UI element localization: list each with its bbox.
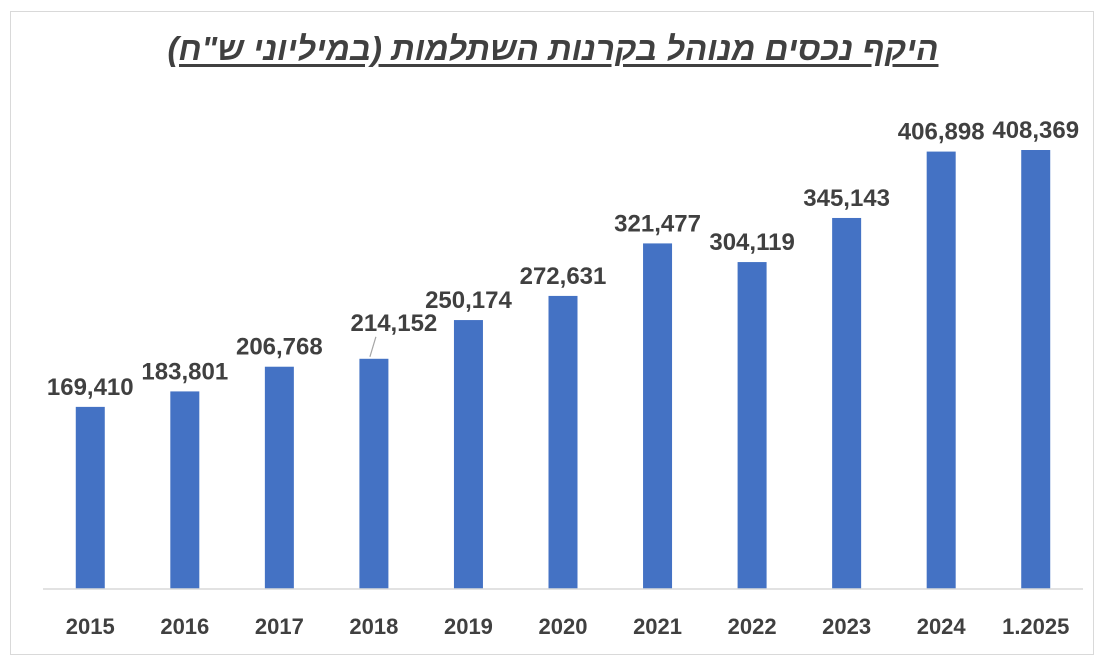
- x-tick-label-2022: 2022: [728, 614, 777, 639]
- data-label-1.2025: 408,369: [992, 117, 1079, 144]
- bar-2017: [264, 366, 294, 589]
- bar-2020: [548, 295, 578, 589]
- x-tick-label-2024: 2024: [917, 614, 967, 639]
- data-label-2023: 345,143: [803, 185, 890, 212]
- bar-2023: [832, 217, 862, 590]
- x-tick-label-2018: 2018: [349, 614, 398, 639]
- data-label-2019: 250,174: [425, 287, 512, 314]
- bar-2019: [453, 320, 483, 589]
- x-tick-label-2017: 2017: [255, 614, 304, 639]
- data-label-2015: 169,410: [47, 374, 134, 401]
- data-label-2020: 272,631: [520, 263, 607, 290]
- data-label-2024: 406,898: [898, 119, 985, 146]
- data-label-2017: 206,768: [236, 334, 323, 361]
- data-label-2021: 321,477: [614, 210, 701, 237]
- bar-2022: [737, 262, 767, 589]
- x-tick-label-1.2025: 1.2025: [1002, 614, 1069, 639]
- bar-2021: [643, 243, 673, 589]
- x-tick-label-2015: 2015: [66, 614, 115, 639]
- leader-line-2018: [369, 336, 377, 357]
- bar-2016: [170, 391, 200, 589]
- bar-2015: [75, 406, 105, 589]
- bar-2018: [359, 358, 389, 589]
- x-tick-label-2019: 2019: [444, 614, 493, 639]
- x-tick-label-2023: 2023: [822, 614, 871, 639]
- x-tick-label-2016: 2016: [160, 614, 209, 639]
- bar-2024: [926, 151, 956, 589]
- data-label-2016: 183,801: [141, 358, 228, 385]
- data-label-2018: 214,152: [351, 310, 438, 337]
- x-tick-label-2020: 2020: [539, 614, 588, 639]
- bar-1.2025: [1021, 150, 1051, 589]
- chart-title: היקף נכסים מנוהל בקרנות השתלמות (במיליונ…: [167, 30, 939, 67]
- data-label-2022: 304,119: [709, 229, 794, 256]
- x-tick-label-2021: 2021: [633, 614, 682, 639]
